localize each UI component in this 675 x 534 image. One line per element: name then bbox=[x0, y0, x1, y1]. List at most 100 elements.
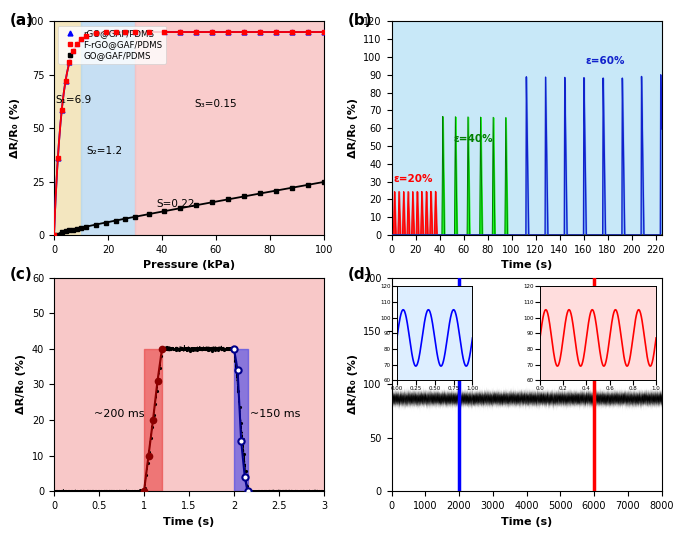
Y-axis label: ΔR/R₀ (%): ΔR/R₀ (%) bbox=[16, 355, 26, 414]
F-rGO@GAF/PDMS bbox=[240, 29, 248, 35]
rGO@GAF/PDMS bbox=[240, 29, 248, 35]
GO@GAF/PDMS bbox=[272, 187, 280, 194]
X-axis label: Time (s): Time (s) bbox=[501, 516, 552, 527]
Text: (a): (a) bbox=[10, 13, 34, 28]
F-rGO@GAF/PDMS bbox=[224, 29, 232, 35]
F-rGO@GAF/PDMS bbox=[92, 30, 100, 36]
GO@GAF/PDMS bbox=[70, 226, 78, 233]
F-rGO@GAF/PDMS bbox=[192, 29, 200, 35]
Text: S₁=6.9: S₁=6.9 bbox=[55, 95, 92, 105]
rGO@GAF/PDMS bbox=[111, 29, 119, 35]
Text: S₂=1.2: S₂=1.2 bbox=[86, 146, 123, 156]
GO@GAF/PDMS bbox=[131, 214, 139, 220]
Line: rGO@GAF/PDMS: rGO@GAF/PDMS bbox=[51, 29, 327, 238]
GO@GAF/PDMS bbox=[111, 217, 119, 224]
F-rGO@GAF/PDMS bbox=[320, 29, 328, 35]
rGO@GAF/PDMS bbox=[82, 33, 90, 39]
GO@GAF/PDMS bbox=[192, 202, 200, 208]
GO@GAF/PDMS bbox=[65, 227, 74, 234]
F-rGO@GAF/PDMS bbox=[57, 107, 65, 114]
F-rGO@GAF/PDMS bbox=[65, 59, 74, 66]
GO@GAF/PDMS bbox=[288, 184, 296, 191]
GO@GAF/PDMS bbox=[240, 193, 248, 200]
F-rGO@GAF/PDMS bbox=[161, 29, 169, 35]
GO@GAF/PDMS bbox=[54, 232, 62, 238]
rGO@GAF/PDMS bbox=[320, 29, 328, 35]
rGO@GAF/PDMS bbox=[256, 29, 264, 35]
Text: (c): (c) bbox=[10, 267, 33, 282]
Line: GO@GAF/PDMS: GO@GAF/PDMS bbox=[52, 180, 326, 237]
GO@GAF/PDMS bbox=[92, 221, 100, 227]
rGO@GAF/PDMS bbox=[65, 59, 74, 66]
Text: ε=20%: ε=20% bbox=[394, 174, 433, 184]
F-rGO@GAF/PDMS bbox=[70, 48, 78, 54]
GO@GAF/PDMS bbox=[256, 190, 264, 197]
GO@GAF/PDMS bbox=[209, 199, 217, 206]
Line: F-rGO@GAF/PDMS: F-rGO@GAF/PDMS bbox=[52, 30, 326, 237]
F-rGO@GAF/PDMS bbox=[54, 155, 62, 161]
rGO@GAF/PDMS bbox=[50, 232, 58, 238]
Text: ε=60%: ε=60% bbox=[586, 56, 626, 66]
rGO@GAF/PDMS bbox=[224, 29, 232, 35]
rGO@GAF/PDMS bbox=[209, 29, 217, 35]
Text: ~150 ms: ~150 ms bbox=[250, 409, 300, 419]
rGO@GAF/PDMS bbox=[70, 48, 78, 54]
Bar bbox=[135, 21, 324, 235]
GO@GAF/PDMS bbox=[102, 219, 110, 226]
rGO@GAF/PDMS bbox=[54, 155, 62, 161]
X-axis label: Time (s): Time (s) bbox=[163, 516, 215, 527]
rGO@GAF/PDMS bbox=[122, 29, 130, 35]
Text: ε=40%: ε=40% bbox=[454, 135, 493, 144]
Bar bbox=[54, 21, 81, 235]
rGO@GAF/PDMS bbox=[288, 29, 296, 35]
rGO@GAF/PDMS bbox=[73, 41, 81, 47]
F-rGO@GAF/PDMS bbox=[131, 29, 139, 35]
Text: (b): (b) bbox=[348, 13, 372, 28]
Text: S=0.22: S=0.22 bbox=[157, 199, 195, 209]
rGO@GAF/PDMS bbox=[92, 30, 100, 36]
X-axis label: Time (s): Time (s) bbox=[501, 260, 552, 270]
F-rGO@GAF/PDMS bbox=[77, 36, 85, 43]
Text: (d): (d) bbox=[348, 267, 372, 282]
F-rGO@GAF/PDMS bbox=[73, 41, 81, 47]
GO@GAF/PDMS bbox=[61, 228, 70, 234]
GO@GAF/PDMS bbox=[224, 196, 232, 202]
Legend: rGO@GAF/PDMS, F-rGO@GAF/PDMS, GO@GAF/PDMS: rGO@GAF/PDMS, F-rGO@GAF/PDMS, GO@GAF/PDM… bbox=[58, 26, 166, 64]
F-rGO@GAF/PDMS bbox=[256, 29, 264, 35]
F-rGO@GAF/PDMS bbox=[304, 29, 312, 35]
GO@GAF/PDMS bbox=[161, 208, 169, 214]
rGO@GAF/PDMS bbox=[131, 29, 139, 35]
GO@GAF/PDMS bbox=[122, 215, 130, 222]
rGO@GAF/PDMS bbox=[272, 29, 280, 35]
GO@GAF/PDMS bbox=[176, 205, 184, 211]
rGO@GAF/PDMS bbox=[61, 77, 70, 84]
rGO@GAF/PDMS bbox=[57, 107, 65, 114]
Text: S₃=0.15: S₃=0.15 bbox=[194, 99, 237, 109]
F-rGO@GAF/PDMS bbox=[176, 29, 184, 35]
F-rGO@GAF/PDMS bbox=[209, 29, 217, 35]
Y-axis label: ΔR/R₀ (%): ΔR/R₀ (%) bbox=[10, 98, 20, 158]
GO@GAF/PDMS bbox=[50, 232, 58, 238]
F-rGO@GAF/PDMS bbox=[144, 29, 153, 35]
rGO@GAF/PDMS bbox=[77, 36, 85, 43]
F-rGO@GAF/PDMS bbox=[288, 29, 296, 35]
X-axis label: Pressure (kPa): Pressure (kPa) bbox=[143, 260, 235, 270]
F-rGO@GAF/PDMS bbox=[122, 29, 130, 35]
F-rGO@GAF/PDMS bbox=[61, 77, 70, 84]
rGO@GAF/PDMS bbox=[176, 29, 184, 35]
rGO@GAF/PDMS bbox=[102, 29, 110, 36]
F-rGO@GAF/PDMS bbox=[102, 29, 110, 36]
F-rGO@GAF/PDMS bbox=[272, 29, 280, 35]
GO@GAF/PDMS bbox=[82, 223, 90, 230]
GO@GAF/PDMS bbox=[304, 182, 312, 188]
GO@GAF/PDMS bbox=[77, 225, 85, 231]
Text: ~200 ms: ~200 ms bbox=[95, 409, 145, 419]
GO@GAF/PDMS bbox=[57, 229, 65, 235]
GO@GAF/PDMS bbox=[144, 211, 153, 217]
GO@GAF/PDMS bbox=[320, 179, 328, 185]
rGO@GAF/PDMS bbox=[144, 29, 153, 35]
Y-axis label: ΔR/R₀ (%): ΔR/R₀ (%) bbox=[348, 355, 358, 414]
F-rGO@GAF/PDMS bbox=[111, 29, 119, 35]
GO@GAF/PDMS bbox=[73, 225, 81, 232]
Bar bbox=[81, 21, 135, 235]
